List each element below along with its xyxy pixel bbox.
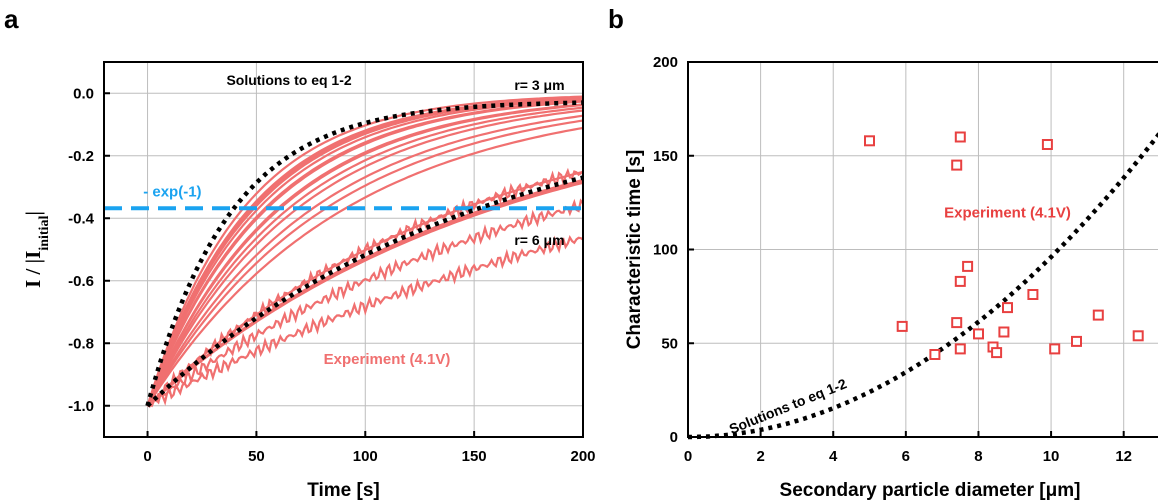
panel-b-x-tick-label: 10 [1043,448,1060,465]
panel-a-y-tick-label: -0.6 [68,273,94,290]
panel-b-x-axis-label: Secondary particle diameter [μm] [780,480,1081,501]
panel-b-scatter-point [1071,335,1082,347]
panel-b-scatter-point [954,131,966,143]
panel-b-experiment-label: Experiment (4.1V) [944,205,1071,222]
panel-b-scatter-point [962,260,974,272]
panel-a-r-large-label: r= 6 μm [514,232,564,248]
panel-a-experiment-noisy-curve [147,234,584,408]
panel-b-scatter-point [991,347,1003,359]
panel-b-y-tick-label: 0 [670,429,678,446]
panel-a-series [104,95,584,409]
panel-a-experiment-curve [146,106,584,407]
panel-b-x-tick-label: 0 [684,448,692,465]
panel-b-model-label: Solutions to eq 1-2 [727,375,849,437]
panel-b-grid [687,61,1158,438]
panel-a-ticks: 0 50 100 150 200 -1.0 -0.8 -0.6 -0.4 -0.2 0.0 [68,85,595,465]
panel-a-y-axis-label-main: I / |I [21,251,45,288]
panel-a-y-tick-label: -0.8 [68,335,94,352]
panel-a-experiment-curve [146,103,584,407]
panel-a-y-axis-label: I / |Iinitial| [21,211,52,288]
panel-a-y-axis-label-end: | [21,211,45,216]
panel-b-scatter-point [998,326,1010,338]
panel-b-scatter-point [954,343,966,355]
panel-b-scatter-point [1002,302,1013,314]
panel-a-experiment-curve [146,181,584,407]
panel-b-ticks: 0 2 4 6 8 10 12 0 50 100 150 200 [653,54,1132,465]
panel-a-experiment-noisy-curve [146,198,584,409]
panel-b-scatter-point [951,317,963,329]
panel-b-scatter-point [973,328,984,340]
panel-a-x-tick-label: 200 [570,448,595,465]
panel-b-scatter-point [1132,330,1144,342]
panel-a-x-axis-label: Time [s] [307,480,380,501]
panel-a-r-small-label: r= 3 μm [514,77,564,93]
panel-b-scatter-point [951,159,963,171]
panel-a-experiment-curve [146,114,584,407]
panel-a-x-tick-label: 50 [248,448,265,465]
panel-a-model-title: Solutions to eq 1-2 [226,72,351,88]
panel-b-x-tick-label: 8 [974,448,982,465]
panel-a-y-tick-label: 0.0 [73,85,94,102]
panel-b-x-tick-label: 2 [756,448,764,465]
panel-a-reference-label: - exp(-1) [143,183,201,200]
panel-a-experiment-label: Experiment (4.1V) [324,351,451,368]
panel-a-experiment-curve [146,109,584,407]
panel-b-scatter-point [896,320,908,332]
panel-b-series [688,131,1158,440]
panel-a-x-tick-label: 100 [353,448,378,465]
panel-a-letter: a [4,4,19,34]
panel-b-scatter-point [1049,343,1061,355]
panel-a-model-curve [145,100,584,407]
panel-a-experiment-curve [146,126,584,407]
panel-a: a 0 50 100 150 200 -1.0 -0.8 -0.6 -0.4 -0.2 0.0 Ti… [4,4,596,501]
panel-b-y-tick-label: 150 [653,148,678,165]
panel-a-frame [103,61,584,438]
panel-a-experiment-curve [146,100,584,407]
panel-b-scatter-point [864,135,875,147]
panel-a-y-axis-label-sub: initial [37,216,52,251]
panel-a-experiment-curve [146,119,584,407]
panel-b-scatter-point [1092,309,1104,321]
panel-b-scatter-point [1041,139,1053,150]
panel-b-x-tick-label: 4 [829,448,838,465]
panel-b-y-tick-label: 100 [653,242,678,259]
panel-b: b 0 2 4 6 8 10 12 0 50 100 150 200 Secondary partic… [608,4,1158,501]
panel-b-y-tick-label: 200 [653,54,678,71]
panel-a-y-tick-label: -0.2 [68,148,94,165]
panel-b-y-tick-label: 50 [661,335,678,352]
panel-b-y-axis-label: Characteristic time [s] [624,150,645,350]
panel-a-y-tick-label: -1.0 [68,398,94,415]
panel-a-experiment-curve [146,95,584,407]
panel-a-x-tick-label: 0 [143,448,151,465]
panel-b-scatter-point [1027,289,1039,300]
panel-b-scatter-point [954,275,966,287]
panel-b-scatter-point [929,349,941,360]
panel-b-model-curve [688,131,1158,440]
panel-b-letter: b [608,4,624,34]
panel-b-x-tick-label: 6 [902,448,910,465]
panel-a-x-tick-label: 150 [462,448,487,465]
panel-b-x-tick-label: 12 [1115,448,1132,465]
panel-a-experiment-noisy-curve [147,167,584,408]
panel-a-y-tick-label: -0.4 [68,210,95,227]
